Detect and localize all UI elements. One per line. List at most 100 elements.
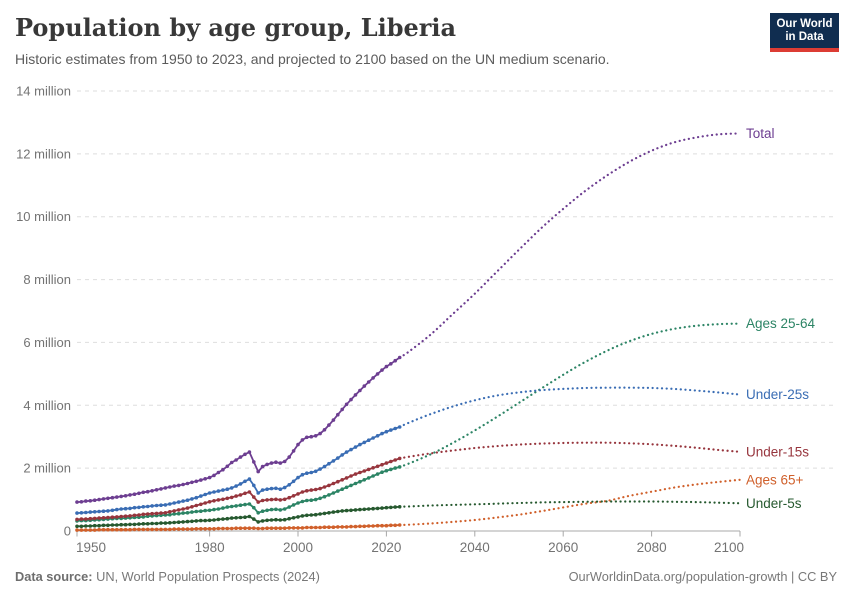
data-point	[300, 438, 305, 442]
series-under-25s: Under-25s	[75, 386, 809, 515]
data-point	[296, 492, 300, 496]
data-point	[327, 483, 331, 488]
data-point	[327, 423, 331, 427]
data-point	[274, 507, 278, 512]
series-total-history-line	[76, 356, 401, 503]
data-point	[159, 521, 163, 525]
data-point	[132, 492, 137, 497]
data-point	[128, 522, 132, 527]
owid-logo[interactable]: Our World in Data	[770, 13, 839, 52]
data-point	[229, 526, 234, 531]
data-point	[79, 511, 84, 515]
data-point	[331, 418, 336, 422]
data-point	[265, 498, 269, 502]
data-point	[305, 525, 309, 530]
data-point	[110, 527, 115, 532]
data-point	[225, 526, 230, 531]
series-ages-25-64: Ages 25-64	[75, 316, 816, 523]
data-point	[207, 475, 212, 480]
data-point	[216, 498, 221, 502]
data-point	[106, 496, 110, 501]
data-point	[216, 517, 221, 522]
data-point	[119, 527, 123, 532]
data-point	[287, 526, 292, 530]
data-point	[313, 487, 318, 492]
data-point	[172, 501, 176, 505]
data-point	[181, 527, 185, 531]
data-point	[79, 517, 84, 521]
y-axis-tick-label: 12 million	[16, 146, 71, 161]
data-point	[163, 521, 168, 525]
data-point	[269, 497, 274, 502]
data-point	[256, 511, 261, 515]
data-point	[92, 498, 97, 503]
data-point	[150, 521, 154, 526]
data-point	[159, 487, 163, 491]
data-point	[274, 460, 278, 465]
data-point	[300, 499, 305, 504]
data-point	[141, 490, 146, 495]
data-point	[110, 508, 115, 513]
data-point	[203, 501, 207, 505]
data-point	[305, 513, 309, 518]
data-point	[252, 460, 256, 464]
data-point	[371, 524, 375, 528]
data-point	[256, 526, 261, 531]
data-point	[269, 507, 274, 512]
data-source-label: Data source:	[15, 569, 93, 584]
data-source-note: Data source: UN, World Population Prospe…	[15, 569, 320, 584]
y-axis-tick-label: 6 million	[23, 335, 71, 350]
data-point	[172, 484, 176, 488]
data-point	[313, 469, 318, 474]
data-point	[389, 459, 393, 464]
page-title: Population by age group, Liberia	[15, 13, 457, 42]
data-point	[84, 528, 88, 532]
data-point	[115, 523, 119, 527]
data-point	[145, 504, 150, 509]
data-point	[340, 453, 345, 457]
data-point	[389, 428, 393, 432]
data-point	[207, 518, 212, 523]
data-point	[313, 497, 318, 502]
x-axis-tick-label: 2000	[283, 540, 313, 555]
series-ages-65plus: Ages 65+	[75, 472, 804, 532]
data-point	[194, 495, 199, 500]
data-point	[269, 518, 274, 522]
data-point	[371, 474, 375, 478]
data-point	[322, 485, 327, 489]
data-point	[185, 506, 190, 510]
data-point	[190, 519, 194, 524]
data-point	[353, 481, 358, 486]
data-point	[181, 520, 185, 524]
data-point	[216, 507, 221, 511]
data-point	[123, 527, 128, 532]
data-point	[238, 482, 243, 486]
data-point	[322, 511, 327, 516]
data-point	[252, 526, 256, 530]
data-point	[336, 479, 340, 484]
data-point	[366, 507, 371, 511]
data-point	[75, 511, 79, 515]
data-point	[287, 505, 292, 509]
data-point	[384, 364, 389, 369]
data-point	[313, 434, 318, 438]
data-point	[247, 502, 252, 506]
data-point	[260, 526, 265, 531]
data-point	[154, 521, 159, 526]
data-point	[375, 523, 380, 528]
data-point	[287, 516, 292, 521]
data-point	[362, 524, 367, 529]
data-point	[265, 487, 269, 492]
data-point	[84, 517, 88, 521]
data-point	[371, 466, 375, 470]
y-axis-tick-label: 10 million	[16, 209, 71, 224]
data-point	[344, 402, 349, 407]
y-axis-tick-label: 14 million	[16, 84, 71, 99]
data-point	[327, 493, 331, 497]
data-point	[309, 498, 314, 503]
data-point	[380, 523, 384, 528]
data-point	[331, 459, 336, 463]
data-point	[137, 513, 141, 517]
data-point	[278, 461, 283, 465]
data-point	[331, 481, 336, 486]
